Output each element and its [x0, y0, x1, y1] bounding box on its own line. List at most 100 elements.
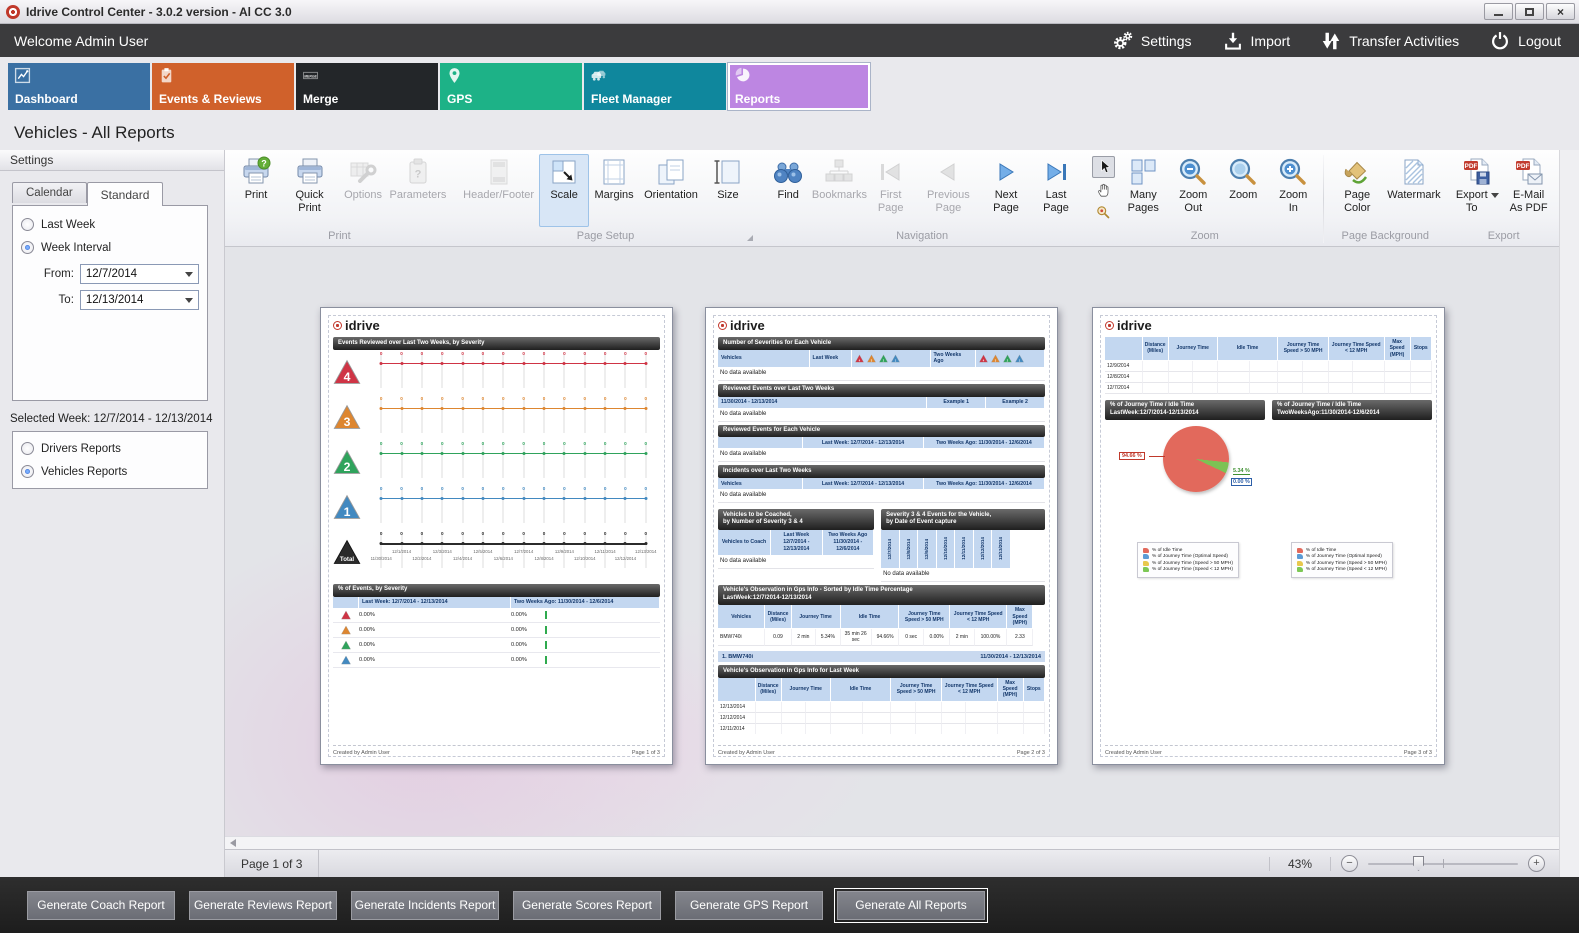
week-cell [1142, 371, 1169, 383]
week-cell [1250, 360, 1279, 372]
scale-button[interactable]: Scale [539, 154, 590, 227]
pie-legend-left: % of Idle Time% of Journey Time (Optimal… [1137, 542, 1239, 578]
margins-button[interactable]: Margins [589, 154, 639, 227]
tab-events-reviews[interactable]: Events & Reviews [152, 63, 294, 110]
tab-dashboard[interactable]: Dashboard [8, 63, 150, 110]
generate-incidents-report-button[interactable]: Generate Incidents Report [351, 890, 499, 920]
week-cell [1328, 371, 1354, 383]
from-date-select[interactable]: 12/7/2014 [79, 264, 199, 284]
radio-week-interval[interactable]: Week Interval [21, 241, 199, 254]
timeline-date: 12/4/2014 [453, 556, 473, 562]
zoom-button[interactable]: Zoom [1218, 154, 1268, 227]
pointer-tool[interactable] [1092, 156, 1116, 178]
close-button[interactable]: × [1546, 3, 1575, 20]
week-cell [755, 723, 782, 734]
week-cell [915, 723, 942, 734]
last-page-button[interactable]: Last Page [1031, 154, 1081, 227]
print-preview-area[interactable]: idrive Events Reviewed over Last Two Week… [225, 247, 1559, 836]
page-color-button[interactable]: Page Color [1329, 154, 1386, 227]
ribbon-group-label: Page Setup [576, 230, 635, 242]
footer-created-by: Created by Admin User [1105, 750, 1162, 756]
timeline-point-value: 0 [563, 441, 566, 447]
watermark-button[interactable]: Watermark [1386, 154, 1442, 227]
merge-icon: MERGE [302, 67, 319, 84]
tab-label: Fleet Manager [591, 92, 672, 106]
report-page-3[interactable]: idrive Distance (Miles) Journey Time Idle T… [1092, 307, 1445, 765]
maximize-button[interactable] [1515, 3, 1544, 20]
week-table: Distance (Miles) Journey Time Idle Time Jou… [718, 677, 1045, 734]
generate-scores-report-button[interactable]: Generate Scores Report [513, 890, 661, 920]
zoom-in-button[interactable]: + [1528, 855, 1545, 872]
tab-standard[interactable]: Standard [86, 182, 164, 206]
week-date: 12/9/2014 [1105, 360, 1143, 372]
generate-coach-report-button[interactable]: Generate Coach Report [27, 890, 175, 920]
report-type-panel: Drivers Reports Vehicles Reports [12, 431, 208, 489]
many-pages-button[interactable]: Many Pages [1118, 154, 1168, 227]
zoom-in-button[interactable]: Zoom In [1268, 154, 1318, 227]
chart-icon [14, 67, 31, 84]
legend-label: % of Journey Time (Speed < 12 MPH) [1152, 567, 1233, 573]
vertical-date: 12/13/2014 [998, 537, 1004, 561]
pie-legend-right: % of Idle Time% of Journey Time (Optimal… [1290, 542, 1393, 578]
logout-button[interactable]: Logout [1489, 30, 1561, 52]
size-button[interactable]: Size [703, 154, 753, 227]
report-page-1[interactable]: idrive Events Reviewed over Last Two Week… [320, 307, 673, 765]
generate-all-reports-button[interactable]: Generate All Reports [834, 887, 988, 923]
quick-print-button[interactable]: Quick Print [281, 154, 338, 227]
print-button[interactable]: ? Print [231, 154, 281, 227]
vertical-scrollbar[interactable] [1559, 150, 1579, 877]
import-button[interactable]: Import [1222, 30, 1290, 52]
table-header: Vehicles Last Week 4 3 2 1 Two Weeks Ago 4 3… [718, 349, 1045, 367]
button-label: Last Page [1043, 189, 1069, 214]
radio-vehicles-reports[interactable]: Vehicles Reports [21, 465, 199, 478]
horizontal-scrollbar[interactable] [225, 836, 1559, 849]
generate-reviews-report-button[interactable]: Generate Reviews Report [189, 890, 337, 920]
week-cell [755, 712, 782, 724]
timeline-point-value: 0 [624, 351, 627, 357]
pct-bar [545, 625, 547, 634]
find-button[interactable]: Find [763, 154, 813, 227]
tab-gps[interactable]: GPS [440, 63, 582, 110]
minimize-button[interactable] [1484, 3, 1513, 20]
svg-text:2: 2 [344, 460, 351, 474]
next-page-button[interactable]: Next Page [981, 154, 1031, 227]
e-mail-as-pdf-button[interactable]: PDF E-Mail As PDF [1502, 154, 1555, 227]
timeline-date: 12/9/2014 [554, 549, 574, 555]
margins-icon [598, 156, 630, 188]
severity-row-4: 4 0 0 0 0 0 0 0 0 0 0 0 0 0 0 [333, 350, 660, 395]
settings-button[interactable]: Settings [1112, 30, 1192, 52]
to-date-select[interactable]: 12/13/2014 [79, 290, 199, 310]
zoom-slider[interactable] [1368, 855, 1518, 872]
export-pdf-icon: PDF [1461, 156, 1493, 188]
week-cell [1217, 371, 1251, 383]
zoom-region-tool[interactable] [1092, 202, 1115, 224]
tab-merge[interactable]: MERGE Merge [296, 63, 438, 110]
report-page-2[interactable]: idrive Number of Severities for Each Vehi… [705, 307, 1058, 765]
radio-circle [21, 442, 34, 455]
radio-drivers-reports[interactable]: Drivers Reports [21, 442, 199, 455]
timeline-point-value: 0 [603, 441, 607, 447]
button-label: Zoom [1229, 189, 1258, 201]
scroll-left-arrow-icon[interactable] [230, 839, 236, 847]
tab-calendar[interactable]: Calendar [12, 182, 87, 203]
generate-gps-report-button[interactable]: Generate GPS Report [675, 890, 823, 920]
report-banner: Severity 3 & 4 Events for the Vehicle, b… [881, 509, 1045, 530]
pct-table-row: 0.00% 0.00% [333, 608, 660, 623]
tab-reports[interactable]: Reports [728, 63, 870, 110]
hand-tool[interactable] [1092, 179, 1115, 201]
zoom-out-button[interactable]: Zoom Out [1168, 154, 1218, 227]
pct-two-weeks: 0.00% [511, 656, 527, 663]
button-label: Page Color [1344, 189, 1371, 214]
tab-fleet-manager[interactable]: Fleet Manager [584, 63, 726, 110]
radio-last-week[interactable]: Last Week [21, 218, 199, 231]
severity-row-3: 3 0 0 0 0 0 0 0 0 0 0 0 0 0 0 [333, 395, 660, 440]
zoom-out-button[interactable]: − [1341, 855, 1358, 872]
orientation-button[interactable]: Orientation [639, 154, 703, 227]
dialog-launcher-icon[interactable] [746, 235, 753, 241]
transfer-activities-button[interactable]: Transfer Activities [1320, 30, 1459, 52]
vertical-date: 12/11/2014 [961, 537, 967, 561]
zoom-slider-thumb[interactable] [1413, 856, 1424, 871]
bottom-action-bar: Generate Coach Report Generate Reviews Re… [0, 877, 1579, 933]
export-to-button[interactable]: PDF Export To [1452, 154, 1502, 227]
week-cell [966, 723, 998, 734]
